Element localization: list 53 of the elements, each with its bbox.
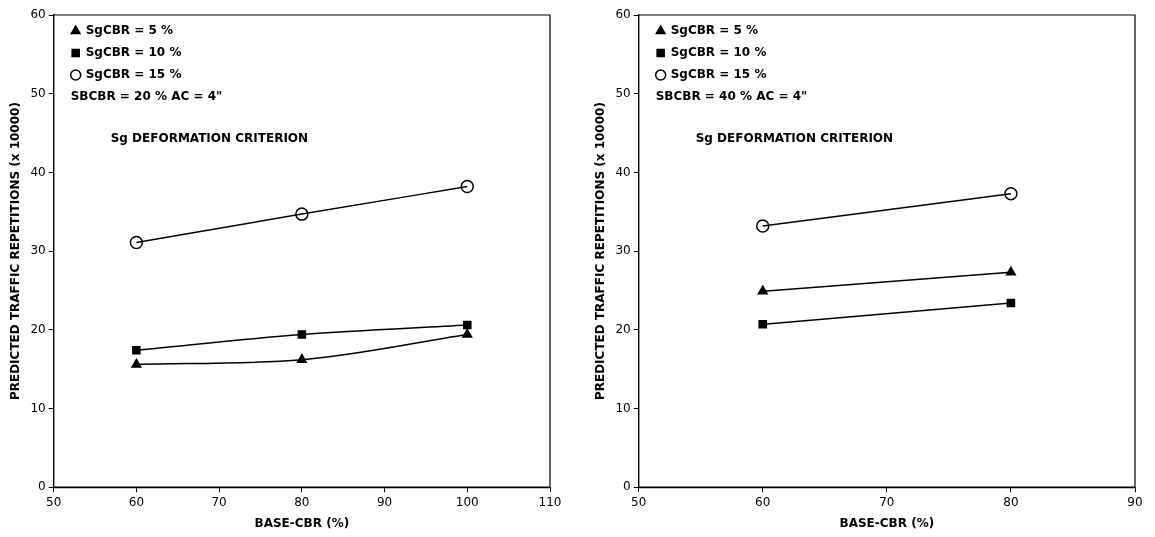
y-tick-label: 10 (615, 400, 631, 415)
legend-label: SgCBR = 5 % (670, 23, 759, 38)
legend-label: SgCBR = 5 % (85, 23, 174, 38)
y-tick-label: 20 (30, 321, 46, 336)
point (131, 358, 142, 368)
legend-label: SgCBR = 10 % (85, 45, 182, 60)
y-axis-title: PREDICTED TRAFFIC REPETITIONS (x 10000) (8, 102, 23, 401)
x-tick-label: 60 (755, 494, 771, 509)
x-tick-label: 50 (631, 494, 647, 509)
y-tick-label: 20 (615, 321, 631, 336)
point (462, 320, 472, 330)
y-tick-label: 50 (615, 85, 631, 100)
x-tick-label: 60 (128, 494, 145, 509)
legend-label: SgCBR = 15 % (670, 67, 767, 82)
y-axis-title: PREDICTED TRAFFIC REPETITIONS (x 10000) (593, 102, 608, 401)
x-tick-label: 70 (211, 494, 227, 509)
point (460, 179, 475, 194)
legend-label: SgCBR = 15 % (85, 67, 182, 82)
point (756, 219, 770, 233)
annotation: Sg DEFORMATION CRITERION (695, 131, 894, 146)
y-tick-label: 60 (615, 7, 631, 22)
y-tick-label: 60 (30, 7, 46, 22)
y-tick-label: 0 (38, 479, 46, 494)
y-tick-label: 30 (615, 243, 631, 258)
y-tick-label: 40 (615, 164, 631, 179)
x-tick-label: 50 (46, 494, 62, 509)
y-tick-label: 50 (30, 85, 46, 100)
y-tick-label: 40 (30, 164, 46, 179)
x-axis-title: BASE-CBR (%) (254, 515, 350, 530)
legend-label: SgCBR = 10 % (670, 45, 767, 60)
x-tick-label: 100 (455, 494, 479, 509)
y-tick-label: 0 (623, 479, 631, 494)
point (1004, 186, 1018, 201)
x-tick-label: 70 (879, 494, 895, 509)
x-tick-label: 80 (1003, 494, 1019, 509)
annotation: SBCBR = 40 % AC = 4" (655, 89, 808, 104)
point (462, 328, 473, 338)
point (132, 345, 141, 355)
x-tick-label: 80 (294, 494, 310, 509)
point (1006, 298, 1016, 308)
point (129, 235, 144, 250)
y-tick-label: 10 (30, 400, 46, 415)
x-axis-title: BASE-CBR (%) (839, 515, 935, 530)
x-tick-label: 90 (376, 494, 393, 509)
point (295, 207, 309, 221)
annotation: Sg DEFORMATION CRITERION (110, 131, 309, 146)
point (758, 320, 768, 329)
point (297, 330, 307, 339)
y-tick-label: 30 (30, 243, 46, 258)
x-tick-label: 110 (538, 494, 562, 509)
x-tick-label: 90 (1127, 494, 1143, 509)
annotation: SBCBR = 20 % AC = 4" (70, 89, 223, 104)
point (296, 353, 307, 363)
